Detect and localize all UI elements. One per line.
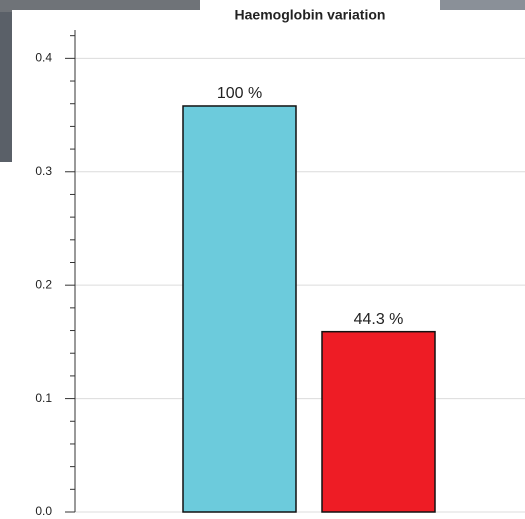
page: {"chart_data": {"type": "bar", "title": … [0,0,525,519]
y-tick-label: 0.3 [35,164,52,178]
y-tick-label: 0.2 [35,277,52,291]
bar [322,332,435,512]
bar-annotation: 100 % [217,85,262,102]
backdrop [440,0,525,10]
backdrop [0,12,12,162]
chart-title: Haemoglobin variation [235,7,386,23]
bar-annotation: 44.3 % [354,311,404,328]
y-tick-label: 0.1 [35,391,52,405]
y-tick-label: 0.4 [35,51,52,65]
y-tick-label: 0.0 [35,504,52,518]
bar [183,106,296,512]
chart: Haemoglobin variation 0.0 0.1 0.2 0.3 0.4 100… [0,0,525,519]
